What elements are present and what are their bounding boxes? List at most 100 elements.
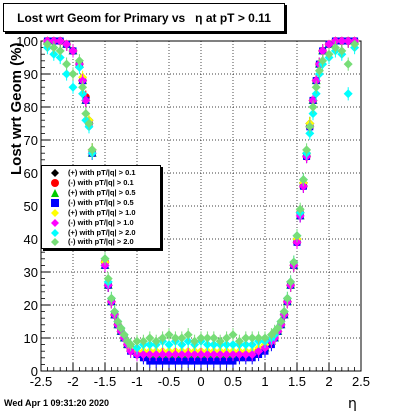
x-tick-label: 1.5 [288,374,306,389]
data-point [103,274,113,284]
data-point [116,323,126,333]
legend-marker [51,169,59,177]
data-point [158,333,168,343]
data-point [190,350,200,359]
data-point [62,59,72,69]
timestamp: Wed Apr 1 09:31:20 2020 [4,398,110,408]
data-point [106,293,116,303]
data-point [196,333,206,343]
data-point [215,336,225,346]
data-point [78,82,88,92]
data-point [311,82,321,92]
data-point [260,333,270,343]
data-point [84,119,94,128]
data-point [234,336,244,346]
y-tick-label: 0 [31,364,38,379]
legend-marker [51,209,59,217]
data-point [164,330,174,340]
data-point [62,39,72,49]
data-point [170,350,180,359]
data-point [254,333,264,343]
data-point [314,66,324,76]
data-point [234,350,244,359]
data-point [113,317,123,326]
data-point [295,204,305,214]
legend-label: (+) with pT/|q| > 0.1 [68,168,136,177]
data-point [138,350,148,359]
legend-label: (-) with pT/|q| > 0.5 [68,198,134,207]
data-point [247,333,257,343]
legend-label: (+) with pT/|q| > 1.0 [68,208,136,217]
data-point [42,39,52,49]
x-tick-label: -0.5 [158,374,180,389]
data-point [298,175,308,185]
legend-marker [51,219,59,227]
data-point [202,350,212,359]
data-point [305,122,315,132]
y-tick-label: 70 [24,133,38,148]
legend-marker [51,199,59,207]
data-point [55,46,65,56]
data-point [209,350,219,359]
data-point [177,333,187,343]
data-point [228,340,238,350]
data-point [158,350,168,359]
data-point [247,350,257,359]
data-point [68,46,78,56]
y-tick-label: 60 [24,166,38,181]
data-point [241,350,251,359]
x-tick-label: -1 [131,374,143,389]
legend: (+) with pT/|q| > 0.1 (-) with pT/|q| > … [41,165,161,249]
legend-marker [51,179,59,187]
data-point [343,59,353,69]
data-point [324,39,334,49]
legend-label: (-) with pT/|q| > 2.0 [68,237,134,246]
data-point [100,254,110,264]
data-point [183,330,193,340]
data-point [87,145,97,155]
data-point [164,340,174,350]
data-point [254,346,264,356]
data-point [110,307,120,317]
data-point [49,43,59,53]
y-tick-label: 80 [24,100,38,115]
data-point [164,350,174,359]
data-point [119,330,129,340]
x-tick-label: 0.5 [224,374,242,389]
x-tick-label: 1 [261,374,268,389]
x-tick-label: 2 [325,374,332,389]
data-point [282,293,292,303]
data-point [138,336,148,346]
data-point [330,43,340,53]
data-point [68,69,78,79]
legend-marker [51,229,59,237]
x-tick-label: 2.5 [352,374,370,389]
data-point [302,145,312,155]
data-point [343,89,353,99]
data-point [177,350,187,359]
data-points [42,36,360,368]
legend-label: (+) with pT/|q| > 0.5 [68,188,136,197]
data-point [279,307,289,317]
axis-tick-labels: -2.5 -2 -1.5 -1 -0.5 0 0.5 1 1.5 2 2.5 0 10 20 30 40 50 6… [16,34,370,389]
grid [41,41,361,371]
y-tick-label: 100 [16,34,38,49]
data-point [126,340,136,350]
data-point [145,333,155,343]
x-tick-label: -2.5 [30,374,52,389]
data-point [343,36,353,46]
data-point [196,350,206,359]
legend-label: (-) with pT/|q| > 0.1 [68,178,134,187]
data-point [222,350,232,359]
data-point [81,95,91,105]
data-point [276,317,286,326]
x-tick-label: 0 [197,374,204,389]
data-point [324,49,334,59]
data-point [190,336,200,346]
data-point [241,333,251,343]
x-tick-label: -1.5 [94,374,116,389]
data-point [308,102,318,112]
y-tick-label: 90 [24,67,38,82]
axis-ticks [40,40,362,372]
